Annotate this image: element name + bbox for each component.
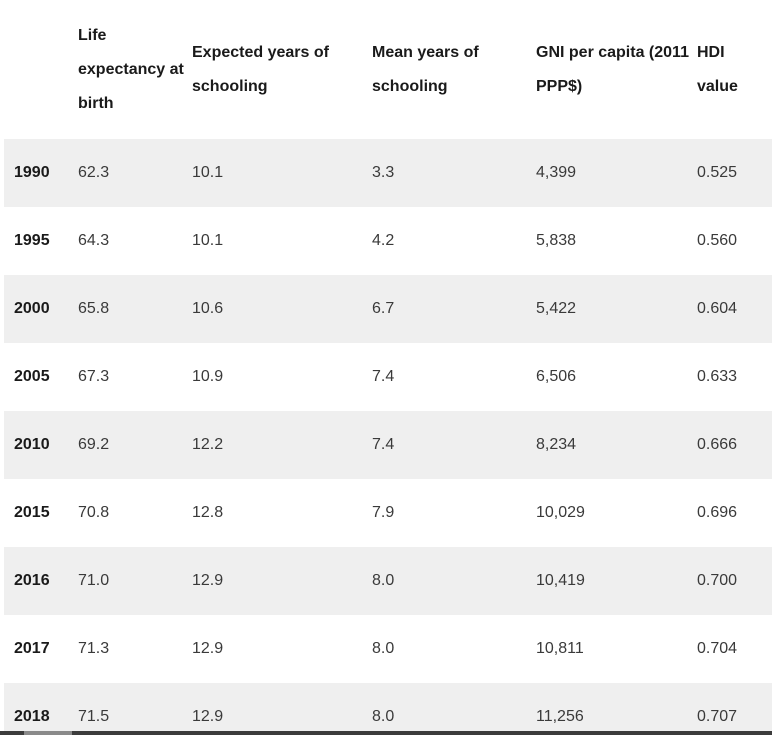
cell-expected-schooling: 12.2 — [192, 436, 224, 453]
table-body: 1990 62.3 10.1 3.3 4,399 0.525 1995 64.3 10.1 4.2… — [4, 139, 772, 735]
cell-hdi-value: 0.707 — [697, 708, 738, 725]
cell-gni-per-capita: 10,029 — [536, 504, 585, 521]
cell-hdi-value: 0.704 — [697, 640, 738, 657]
cell-mean-schooling: 7.4 — [372, 368, 395, 385]
header-expected-schooling: Expected years of schooling — [192, 43, 329, 95]
cell-year: 2017 — [14, 640, 50, 657]
cell-expected-schooling: 10.6 — [192, 300, 224, 317]
cell-life-expectancy: 67.3 — [78, 368, 110, 385]
cell-mean-schooling: 8.0 — [372, 708, 395, 725]
horizontal-scrollbar[interactable] — [0, 731, 772, 735]
cell-life-expectancy: 71.3 — [78, 640, 110, 657]
table-row: 2010 69.2 12.2 7.4 8,234 0.666 — [4, 411, 772, 479]
cell-life-expectancy: 71.5 — [78, 708, 110, 725]
table-row: 2018 71.5 12.9 8.0 11,256 0.707 — [4, 683, 772, 735]
cell-life-expectancy: 62.3 — [78, 164, 110, 181]
cell-hdi-value: 0.696 — [697, 504, 738, 521]
cell-expected-schooling: 12.9 — [192, 708, 224, 725]
header-gni-per-capita: GNI per capita (2011 PPP$) — [536, 43, 689, 95]
cell-expected-schooling: 10.1 — [192, 164, 224, 181]
cell-gni-per-capita: 10,811 — [536, 640, 584, 657]
cell-hdi-value: 0.633 — [697, 368, 738, 385]
header-year — [4, 0, 74, 139]
header-hdi-value: HDI value — [697, 43, 738, 95]
table-row: 1995 64.3 10.1 4.2 5,838 0.560 — [4, 207, 772, 275]
cell-mean-schooling: 6.7 — [372, 300, 395, 317]
cell-mean-schooling: 3.3 — [372, 164, 395, 181]
cell-year: 2000 — [14, 300, 50, 317]
cell-expected-schooling: 12.9 — [192, 572, 224, 589]
cell-hdi-value: 0.604 — [697, 300, 738, 317]
cell-year: 2016 — [14, 572, 50, 589]
cell-expected-schooling: 12.9 — [192, 640, 224, 657]
header-row: Life expectancy at birth Expected years … — [4, 0, 772, 139]
cell-mean-schooling: 8.0 — [372, 572, 395, 589]
cell-life-expectancy: 64.3 — [78, 232, 110, 249]
cell-year: 2005 — [14, 368, 50, 385]
cell-gni-per-capita: 8,234 — [536, 436, 577, 453]
cell-gni-per-capita: 11,256 — [536, 708, 584, 725]
cell-gni-per-capita: 6,506 — [536, 368, 577, 385]
hdi-trends-table: Life expectancy at birth Expected years … — [4, 0, 772, 735]
cell-hdi-value: 0.560 — [697, 232, 738, 249]
table-row: 2016 71.0 12.9 8.0 10,419 0.700 — [4, 547, 772, 615]
cell-expected-schooling: 12.8 — [192, 504, 224, 521]
cell-gni-per-capita: 5,838 — [536, 232, 577, 249]
table-row: 2000 65.8 10.6 6.7 5,422 0.604 — [4, 275, 772, 343]
table-row: 2005 67.3 10.9 7.4 6,506 0.633 — [4, 343, 772, 411]
scrollbar-thumb[interactable] — [24, 731, 72, 735]
cell-life-expectancy: 70.8 — [78, 504, 110, 521]
cell-year: 2015 — [14, 504, 50, 521]
cell-mean-schooling: 7.9 — [372, 504, 395, 521]
cell-life-expectancy: 65.8 — [78, 300, 110, 317]
header-mean-schooling: Mean years of schooling — [372, 43, 479, 95]
cell-gni-per-capita: 4,399 — [536, 164, 577, 181]
cell-life-expectancy: 69.2 — [78, 436, 110, 453]
cell-life-expectancy: 71.0 — [78, 572, 110, 589]
cell-hdi-value: 0.525 — [697, 164, 738, 181]
cell-gni-per-capita: 10,419 — [536, 572, 585, 589]
cell-hdi-value: 0.700 — [697, 572, 738, 589]
cell-expected-schooling: 10.9 — [192, 368, 224, 385]
cell-year: 2018 — [14, 708, 50, 725]
table-row: 2015 70.8 12.8 7.9 10,029 0.696 — [4, 479, 772, 547]
cell-hdi-value: 0.666 — [697, 436, 738, 453]
table-row: 2017 71.3 12.9 8.0 10,811 0.704 — [4, 615, 772, 683]
cell-mean-schooling: 7.4 — [372, 436, 395, 453]
cell-year: 1990 — [14, 164, 50, 181]
cell-mean-schooling: 4.2 — [372, 232, 395, 249]
table-row: 1990 62.3 10.1 3.3 4,399 0.525 — [4, 139, 772, 207]
cell-expected-schooling: 10.1 — [192, 232, 224, 249]
cell-year: 1995 — [14, 232, 50, 249]
cell-gni-per-capita: 5,422 — [536, 300, 577, 317]
cell-year: 2010 — [14, 436, 50, 453]
header-life-expectancy: Life expectancy at birth — [78, 26, 184, 112]
cell-mean-schooling: 8.0 — [372, 640, 395, 657]
